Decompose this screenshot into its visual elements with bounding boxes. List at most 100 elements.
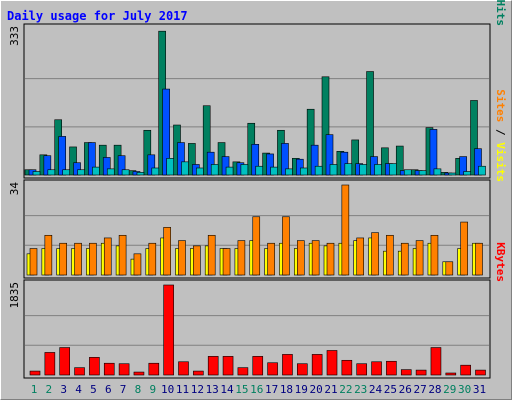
chart-title: Daily usage for July 2017 bbox=[7, 9, 188, 23]
bar-pages-day-26 bbox=[403, 169, 412, 176]
bar-hits-day-20 bbox=[306, 108, 315, 176]
bar-files-day-4 bbox=[73, 162, 81, 176]
bar-sites-day-1 bbox=[29, 248, 38, 276]
bar-pages-day-9 bbox=[151, 167, 160, 176]
bar-files-day-21 bbox=[325, 134, 334, 176]
bar-pages-day-7 bbox=[121, 169, 130, 176]
bar-kbytes-day-23 bbox=[356, 363, 368, 376]
bar-files-day-6 bbox=[102, 157, 111, 176]
bar-pages-day-12 bbox=[196, 167, 204, 176]
bar-sites-day-31 bbox=[475, 242, 483, 276]
day-label-7: 7 bbox=[120, 383, 127, 396]
bar-pages-day-24 bbox=[374, 164, 382, 176]
bar-sites-day-17 bbox=[267, 242, 275, 276]
bar-pages-day-30 bbox=[463, 171, 471, 176]
bar-pages-day-18 bbox=[285, 168, 293, 176]
bar-pages-day-15 bbox=[240, 164, 249, 176]
bar-sites-day-2 bbox=[44, 234, 53, 276]
day-label-5: 5 bbox=[90, 383, 97, 396]
day-label-24: 24 bbox=[369, 383, 383, 396]
bar-hits-day-24 bbox=[366, 71, 374, 176]
bar-files-day-31 bbox=[474, 148, 482, 176]
bar-sites-day-29 bbox=[445, 261, 454, 276]
bar-kbytes-day-10 bbox=[163, 284, 174, 376]
day-label-17: 17 bbox=[265, 383, 278, 396]
bar-sites-day-21 bbox=[326, 242, 335, 276]
bar-kbytes-day-1 bbox=[29, 370, 41, 376]
bar-pages-day-22 bbox=[344, 163, 353, 176]
day-label-1: 1 bbox=[31, 383, 38, 396]
day-label-23: 23 bbox=[354, 383, 367, 396]
bar-sites-day-20 bbox=[311, 240, 320, 276]
bar-sites-day-30 bbox=[460, 221, 468, 276]
bar-pages-day-25 bbox=[389, 163, 397, 176]
bar-sites-day-27 bbox=[415, 240, 424, 276]
day-label-4: 4 bbox=[75, 383, 82, 396]
bar-sites-day-9 bbox=[148, 242, 157, 276]
day-label-14: 14 bbox=[220, 383, 234, 396]
bar-kbytes-day-3 bbox=[59, 347, 71, 376]
legend-kbytes: KBytes bbox=[494, 242, 507, 282]
bar-files-day-17 bbox=[266, 153, 274, 176]
bar-files-day-7 bbox=[117, 155, 126, 176]
bar-kbytes-day-29 bbox=[445, 372, 457, 376]
bar-files-day-10 bbox=[162, 88, 170, 176]
bar-sites-day-3 bbox=[59, 242, 68, 276]
bar-sites-day-10 bbox=[163, 227, 171, 276]
bar-pages-day-14 bbox=[225, 166, 234, 176]
bar-kbytes-day-21 bbox=[326, 350, 338, 376]
bar-kbytes-day-26 bbox=[400, 369, 412, 376]
bar-hits-day-12 bbox=[188, 143, 196, 176]
bar-kbytes-day-2 bbox=[44, 352, 56, 376]
day-label-29: 29 bbox=[443, 383, 456, 396]
day-label-20: 20 bbox=[310, 383, 323, 396]
bar-hits-day-21 bbox=[321, 76, 330, 176]
day-label-31: 31 bbox=[473, 383, 486, 396]
max-label-usage: 333 bbox=[8, 26, 21, 46]
bar-kbytes-day-25 bbox=[386, 360, 397, 376]
bar-sites-day-26 bbox=[400, 242, 409, 276]
bar-kbytes-day-14 bbox=[222, 356, 234, 376]
bar-files-day-11 bbox=[177, 142, 185, 176]
day-label-6: 6 bbox=[105, 383, 112, 396]
bar-hits-day-4 bbox=[69, 146, 77, 176]
bar-files-day-13 bbox=[206, 151, 215, 176]
bar-sites-day-18 bbox=[282, 216, 290, 276]
bar-kbytes-day-30 bbox=[460, 364, 471, 376]
bar-hits-day-23 bbox=[351, 139, 360, 176]
bar-sites-day-13 bbox=[207, 234, 216, 276]
bar-hits-day-25 bbox=[381, 147, 389, 176]
bar-pages-day-19 bbox=[299, 167, 308, 176]
legend-entry: Visits bbox=[494, 142, 507, 182]
bar-pages-day-1 bbox=[32, 171, 41, 176]
bar-files-day-16 bbox=[251, 144, 260, 176]
bar-sites-day-16 bbox=[252, 216, 261, 276]
legend-entry: / bbox=[494, 122, 507, 142]
bar-kbytes-day-7 bbox=[118, 363, 130, 376]
day-label-26: 26 bbox=[399, 383, 412, 396]
bar-pages-day-5 bbox=[92, 166, 100, 176]
bar-kbytes-day-16 bbox=[252, 356, 264, 376]
bar-pages-day-28 bbox=[433, 168, 442, 176]
day-label-15: 15 bbox=[235, 383, 248, 396]
day-label-12: 12 bbox=[191, 383, 204, 396]
max-label-kbytes: 1835 bbox=[8, 282, 21, 309]
bar-files-day-30 bbox=[459, 156, 467, 176]
bar-pages-day-3 bbox=[62, 169, 71, 176]
day-label-27: 27 bbox=[413, 383, 426, 396]
bar-sites-day-14 bbox=[222, 248, 231, 276]
day-label-2: 2 bbox=[46, 383, 53, 396]
bar-files-day-2 bbox=[43, 155, 52, 176]
bar-pages-day-16 bbox=[255, 165, 264, 176]
bar-kbytes-day-22 bbox=[341, 359, 353, 376]
bar-sites-day-23 bbox=[356, 237, 365, 276]
bar-files-day-18 bbox=[281, 143, 289, 176]
bar-files-day-3 bbox=[58, 136, 67, 176]
bar-pages-day-23 bbox=[359, 164, 368, 176]
bar-pages-day-4 bbox=[77, 169, 85, 176]
bar-files-day-5 bbox=[88, 142, 96, 176]
bar-sites-day-15 bbox=[237, 240, 246, 276]
bar-pages-day-21 bbox=[329, 164, 338, 176]
bar-kbytes-day-13 bbox=[207, 356, 219, 376]
legend-entry: KBytes bbox=[494, 242, 507, 282]
